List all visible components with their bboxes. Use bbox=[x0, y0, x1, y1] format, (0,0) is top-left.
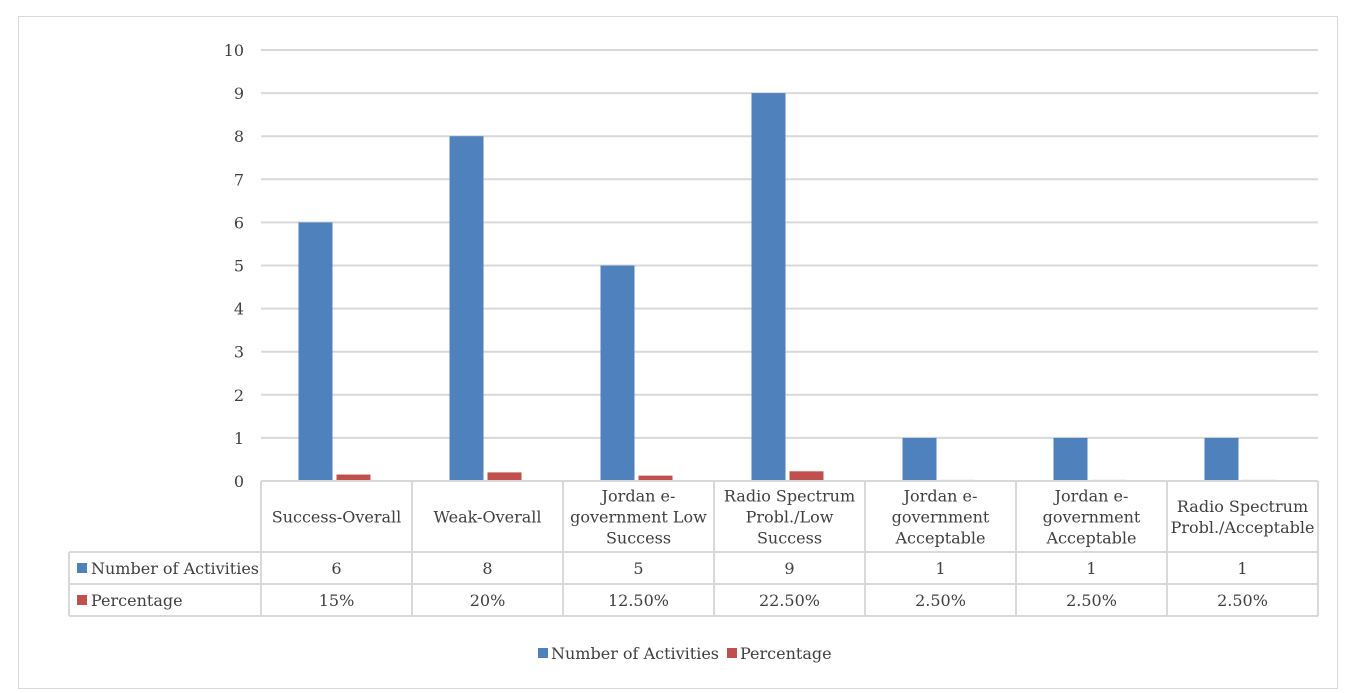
bar-activities bbox=[600, 265, 635, 481]
data-label: 2.50% bbox=[1066, 591, 1117, 610]
y-tick-label: 9 bbox=[234, 84, 244, 103]
category-label: Radio Spectrum bbox=[724, 487, 855, 506]
legend-swatch bbox=[538, 648, 548, 658]
data-label: 1 bbox=[1237, 559, 1247, 578]
data-label: 20% bbox=[470, 591, 506, 610]
bar-percentage bbox=[789, 471, 824, 481]
data-label: 1 bbox=[935, 559, 945, 578]
bar-percentage bbox=[487, 472, 522, 481]
category-label: Acceptable bbox=[895, 529, 986, 548]
category-label: government Low bbox=[570, 508, 707, 527]
category-label: Jordan e- bbox=[902, 487, 978, 506]
data-label: 5 bbox=[633, 559, 643, 578]
table-series-name: Percentage bbox=[91, 591, 183, 610]
category-label: government bbox=[1043, 508, 1141, 527]
category-label: Success-Overall bbox=[272, 508, 402, 527]
y-tick-label: 3 bbox=[234, 343, 244, 362]
category-label: Radio Spectrum bbox=[1177, 497, 1308, 516]
y-tick-label: 2 bbox=[234, 386, 244, 405]
bar-percentage bbox=[638, 475, 673, 481]
bar-activities bbox=[298, 222, 333, 481]
bar-activities bbox=[1053, 437, 1088, 481]
data-label: 9 bbox=[784, 559, 794, 578]
y-tick-label: 0 bbox=[234, 472, 244, 491]
category-label: Probl./Low bbox=[746, 508, 834, 527]
data-label: 2.50% bbox=[915, 591, 966, 610]
category-label: Jordan e- bbox=[600, 487, 676, 506]
bar-percentage bbox=[336, 474, 371, 481]
category-label: government bbox=[892, 508, 990, 527]
category-label: Success bbox=[606, 529, 671, 548]
y-tick-label: 8 bbox=[234, 127, 244, 146]
category-label: Probl./Acceptable bbox=[1171, 518, 1315, 537]
table-legend-key bbox=[77, 563, 87, 573]
data-label: 1 bbox=[1086, 559, 1096, 578]
chart-frame bbox=[18, 16, 1338, 689]
legend-label: Percentage bbox=[740, 644, 832, 663]
y-tick-label: 6 bbox=[234, 213, 244, 232]
data-label: 15% bbox=[319, 591, 355, 610]
bar-activities bbox=[1204, 437, 1239, 481]
data-label: 6 bbox=[331, 559, 341, 578]
data-label: 2.50% bbox=[1217, 591, 1268, 610]
legend-label: Number of Activities bbox=[551, 644, 719, 663]
table-series-name: Number of Activities bbox=[91, 559, 259, 578]
bar-activities bbox=[902, 437, 937, 481]
category-label: Jordan e- bbox=[1053, 487, 1129, 506]
y-tick-label: 5 bbox=[234, 257, 244, 276]
y-tick-label: 7 bbox=[234, 170, 244, 189]
category-label: Weak-Overall bbox=[433, 508, 541, 527]
bar-activities bbox=[449, 136, 484, 481]
legend-swatch bbox=[727, 648, 737, 658]
data-label: 8 bbox=[482, 559, 492, 578]
table-legend-key bbox=[77, 595, 87, 605]
category-label: Success bbox=[757, 529, 822, 548]
category-label: Acceptable bbox=[1046, 529, 1137, 548]
y-tick-label: 1 bbox=[234, 429, 244, 448]
bar-activities bbox=[751, 93, 786, 481]
y-tick-label: 4 bbox=[234, 300, 244, 319]
data-label: 22.50% bbox=[759, 591, 820, 610]
data-label: 12.50% bbox=[608, 591, 669, 610]
y-tick-label: 10 bbox=[224, 41, 244, 60]
